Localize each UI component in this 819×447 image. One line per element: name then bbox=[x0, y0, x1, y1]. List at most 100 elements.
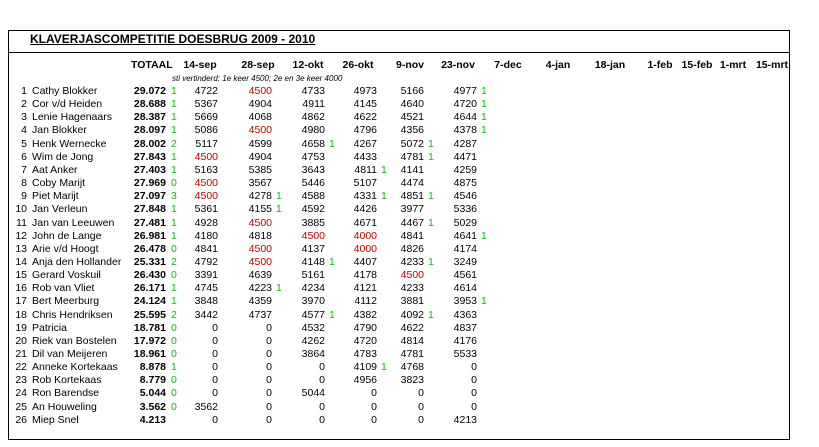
date-header: 18-jan bbox=[585, 59, 635, 72]
total-mark: 1 bbox=[171, 85, 177, 98]
score: 4500 bbox=[232, 243, 272, 256]
rank: 25 bbox=[10, 401, 27, 414]
total: 8.779 bbox=[120, 374, 166, 387]
total: 27.969 bbox=[120, 177, 166, 190]
score: 4109 bbox=[337, 361, 377, 374]
score: 4000 bbox=[337, 230, 377, 243]
player-name: Ron Barendse bbox=[32, 387, 99, 400]
total-mark: 1 bbox=[171, 124, 177, 137]
score: 3643 bbox=[285, 164, 325, 177]
score: 4500 bbox=[285, 230, 325, 243]
score: 5044 bbox=[285, 387, 325, 400]
score: 5367 bbox=[178, 98, 218, 111]
score: 4790 bbox=[337, 322, 377, 335]
score: 4141 bbox=[384, 164, 424, 177]
score: 5669 bbox=[178, 111, 218, 124]
score: 0 bbox=[178, 361, 218, 374]
score: 4875 bbox=[437, 177, 477, 190]
score: 4234 bbox=[285, 282, 325, 295]
score: 4956 bbox=[337, 374, 377, 387]
total: 18.961 bbox=[120, 348, 166, 361]
score: 5107 bbox=[337, 177, 377, 190]
score-mark: 1 bbox=[481, 111, 487, 124]
date-header: 9-nov bbox=[385, 59, 435, 72]
player-name: Wim de Jong bbox=[32, 151, 93, 164]
total-mark: 1 bbox=[171, 164, 177, 177]
score: 5161 bbox=[285, 269, 325, 282]
score: 0 bbox=[178, 374, 218, 387]
rank: 14 bbox=[10, 256, 27, 269]
rank: 17 bbox=[10, 295, 27, 308]
score: 3567 bbox=[232, 177, 272, 190]
total: 29.072 bbox=[120, 85, 166, 98]
score: 4641 bbox=[437, 230, 477, 243]
total: 28.002 bbox=[120, 138, 166, 151]
total: 26.478 bbox=[120, 243, 166, 256]
player-name: Gerard Voskuil bbox=[32, 269, 101, 282]
score: 5385 bbox=[232, 164, 272, 177]
score-mark: 1 bbox=[428, 309, 434, 322]
score: 4622 bbox=[337, 111, 377, 124]
total: 28.688 bbox=[120, 98, 166, 111]
player-name: Riek van Bostelen bbox=[32, 335, 117, 348]
player-name: Aat Anker bbox=[32, 164, 78, 177]
total: 28.387 bbox=[120, 111, 166, 124]
score: 4781 bbox=[384, 151, 424, 164]
score: 4500 bbox=[178, 177, 218, 190]
rank: 21 bbox=[10, 348, 27, 361]
score: 4814 bbox=[384, 335, 424, 348]
player-name: Lenie Hagenaars bbox=[32, 111, 112, 124]
total: 5.044 bbox=[120, 387, 166, 400]
date-header: 4-jan bbox=[533, 59, 583, 72]
total-mark: 1 bbox=[171, 111, 177, 124]
score: 4781 bbox=[384, 348, 424, 361]
score: 4745 bbox=[178, 282, 218, 295]
score-mark: 1 bbox=[428, 217, 434, 230]
score: 4599 bbox=[232, 138, 272, 151]
score: 0 bbox=[178, 322, 218, 335]
score: 0 bbox=[178, 414, 218, 427]
score: 4733 bbox=[285, 85, 325, 98]
score: 4904 bbox=[232, 151, 272, 164]
score: 4639 bbox=[232, 269, 272, 282]
score: 0 bbox=[384, 401, 424, 414]
score: 0 bbox=[437, 387, 477, 400]
score: 0 bbox=[178, 348, 218, 361]
player-name: Coby Marijt bbox=[32, 177, 85, 190]
score: 4178 bbox=[337, 269, 377, 282]
score: 4500 bbox=[178, 190, 218, 203]
score-mark: 1 bbox=[481, 230, 487, 243]
total-mark: 0 bbox=[171, 401, 177, 414]
score: 4841 bbox=[384, 230, 424, 243]
score: 4278 bbox=[232, 190, 272, 203]
score: 4644 bbox=[437, 111, 477, 124]
score: 0 bbox=[384, 414, 424, 427]
player-name: Cor v/d Heiden bbox=[32, 98, 102, 111]
player-name: Cathy Blokker bbox=[32, 85, 97, 98]
score: 4577 bbox=[285, 309, 325, 322]
total-mark: 0 bbox=[171, 177, 177, 190]
score: 4433 bbox=[337, 151, 377, 164]
score: 4928 bbox=[178, 217, 218, 230]
score: 4753 bbox=[285, 151, 325, 164]
score: 4112 bbox=[337, 295, 377, 308]
player-name: Arie v/d Hoogt bbox=[32, 243, 99, 256]
total-mark: 2 bbox=[171, 309, 177, 322]
score: 4622 bbox=[384, 322, 424, 335]
score: 4426 bbox=[337, 203, 377, 216]
score: 4148 bbox=[285, 256, 325, 269]
rank: 26 bbox=[10, 414, 27, 427]
score: 4356 bbox=[384, 124, 424, 137]
score: 0 bbox=[337, 401, 377, 414]
date-header: 7-dec bbox=[483, 59, 533, 72]
score: 5533 bbox=[437, 348, 477, 361]
rank: 8 bbox=[10, 177, 27, 190]
score: 4121 bbox=[337, 282, 377, 295]
rank: 11 bbox=[10, 217, 27, 230]
score: 5163 bbox=[178, 164, 218, 177]
score: 0 bbox=[437, 401, 477, 414]
score: 4592 bbox=[285, 203, 325, 216]
score: 4068 bbox=[232, 111, 272, 124]
score: 0 bbox=[285, 374, 325, 387]
